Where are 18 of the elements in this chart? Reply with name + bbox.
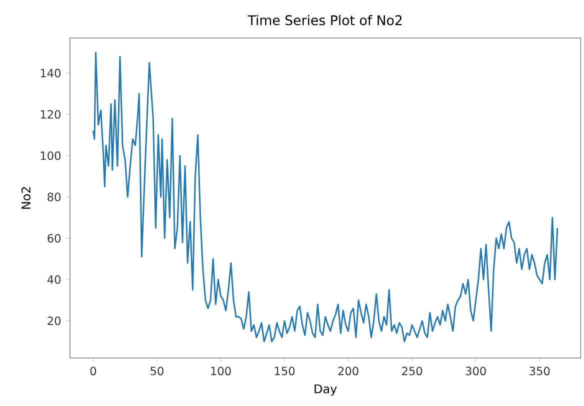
x-tick-label: 0 <box>90 366 96 376</box>
x-axis-title: Day <box>314 384 337 396</box>
y-tick-label: 80 <box>48 192 61 202</box>
y-tick-label: 20 <box>48 316 61 326</box>
y-tick-label: 140 <box>40 68 61 78</box>
x-tick-label: 300 <box>466 366 486 376</box>
x-tick-label: 50 <box>150 366 164 376</box>
x-tick-label: 200 <box>338 366 358 376</box>
y-tick-label: 100 <box>40 151 61 160</box>
y-axis-title: No2 <box>21 187 30 209</box>
x-tick-label: 350 <box>530 366 550 376</box>
x-tick-label: 100 <box>211 366 231 376</box>
y-tick-label: 120 <box>40 110 61 119</box>
chart-title: Time Series Plot of No2 <box>248 14 402 26</box>
y-tick-label: 40 <box>47 275 61 284</box>
x-tick-label: 250 <box>402 366 422 376</box>
y-tick-label: 60 <box>48 234 61 243</box>
x-tick-label: 150 <box>274 366 295 376</box>
